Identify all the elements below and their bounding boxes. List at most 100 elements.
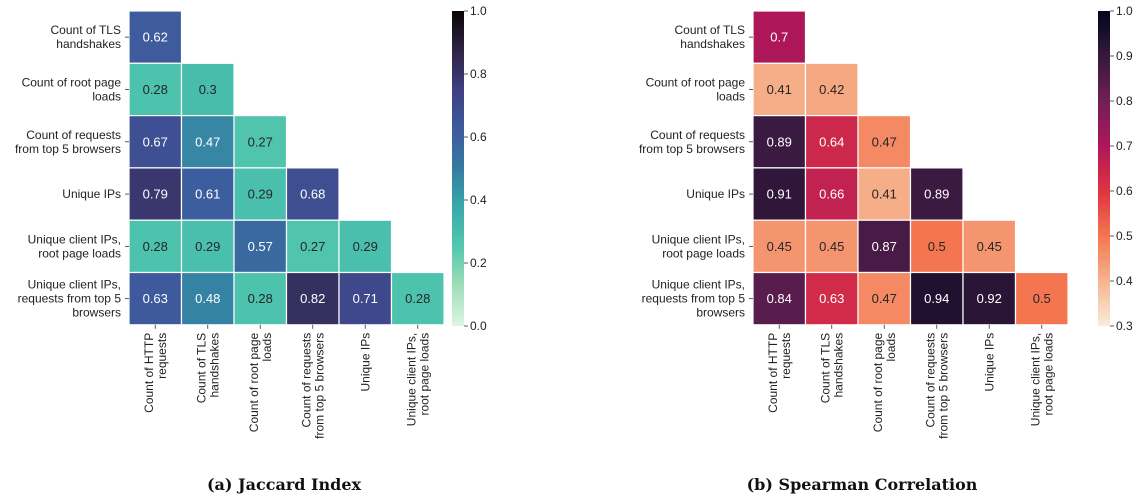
jaccard-col-label: Unique IPs [358,333,372,392]
spearman-cell-label: 0.5 [1033,291,1051,306]
spearman-cell-label: 0.7 [770,30,788,45]
spearman-colorbar-tick-label: 0.5 [1116,229,1133,243]
spearman-colorbar-tick-label: 0.9 [1116,49,1133,63]
jaccard-colorbar-tick-label: 0.2 [470,256,487,270]
spearman-row-label: Unique client IPs, requests from top 5 bro… [642,278,746,320]
spearman-heatmap-panel: 0.7 0.41 0.42 0.89 0.64 0.47 0.91 0.66 0.41 0.89 0… [639,4,1133,439]
jaccard-cell-r0-c0 [128,10,183,64]
jaccard-row-label: Unique client IPs, requests from top 5 bro… [18,278,122,320]
jaccard-cell-label: 0.68 [300,187,325,202]
spearman-colorbar [1098,11,1110,326]
spearman-col-label: Count of root pageloads [871,332,898,432]
jaccard-cell-label: 0.61 [195,187,220,202]
spearman-cell-label: 0.94 [924,291,949,306]
jaccard-cell-label: 0.29 [353,239,378,254]
jaccard-cell-label: 0.79 [143,187,168,202]
spearman-cell-label: 0.92 [977,291,1002,306]
jaccard-cell-r1-c0 [128,62,183,117]
spearman-caption: (b) Spearman Correlation [747,475,978,494]
jaccard-cell-label: 0.3 [199,82,217,97]
spearman-row-label: Count of TLS handshakes [675,23,746,51]
jaccard-row-label: Unique client IPs, root page loads [28,232,121,260]
jaccard-cell-label: 0.27 [300,239,325,254]
spearman-col-label: Count of requestsfrom top 5 browsers [923,333,950,439]
spearman-colorbar-tick-label: 1.0 [1116,4,1133,18]
spearman-cell-r5-c1 [804,271,859,326]
jaccard-cell-r3-c1 [180,167,235,221]
spearman-col-label: Count of HTTPrequests [766,333,793,413]
jaccard-cell-label: 0.48 [195,291,220,306]
spearman-cell-label: 0.64 [819,134,844,149]
spearman-cell-r5-c2 [857,271,912,326]
jaccard-colorbar-tick-label: 0.4 [470,193,487,207]
spearman-cell-r4-c0 [752,219,807,274]
spearman-cell-label: 0.42 [819,82,844,97]
jaccard-colorbar-tick-label: 0.6 [470,130,487,144]
spearman-row-label: Unique IPs [686,187,745,201]
jaccard-cell-label: 0.28 [143,82,168,97]
jaccard-caption: (a) Jaccard Index [207,475,362,494]
spearman-cell-label: 0.5 [928,239,946,254]
jaccard-row-label: Count of TLS handshakes [51,23,122,51]
jaccard-heatmap-panel: 0.62 0.28 0.3 0.67 0.47 0.27 0.79 0.61 0.29 0.68 0… [15,4,487,439]
spearman-cell-label: 0.66 [819,187,844,202]
spearman-cell-label: 0.41 [767,82,792,97]
jaccard-cell-label: 0.29 [248,187,273,202]
jaccard-col-label: Count of requestsfrom top 5 browsers [299,333,326,439]
jaccard-row-label: Count of requests from top 5 browsers [15,128,121,156]
jaccard-cell-r4-c3 [285,219,340,274]
spearman-cell-r4-c4 [962,219,1017,274]
jaccard-cell-label: 0.57 [248,239,273,254]
spearman-cell-label: 0.91 [767,187,792,202]
jaccard-cell-label: 0.63 [143,291,168,306]
jaccard-col-label: Unique client IPs,root page loads [404,333,431,426]
spearman-colorbar-tick-label: 0.4 [1116,274,1133,288]
spearman-cell-label: 0.45 [767,239,792,254]
jaccard-col-label: Count of HTTPrequests [142,333,169,413]
jaccard-cell-label: 0.28 [248,291,273,306]
jaccard-cell-label: 0.28 [405,291,430,306]
spearman-cell-r5-c3 [909,271,964,326]
spearman-cell-label: 0.47 [872,291,897,306]
jaccard-cell-r4-c1 [180,219,235,274]
jaccard-col-label: Count of TLShandshakes [194,333,221,404]
jaccard-cell-label: 0.67 [143,134,168,149]
spearman-cell-r2-c0 [752,114,807,169]
jaccard-cell-label: 0.71 [353,291,378,306]
spearman-col-label: Count of TLShandshakes [818,333,845,404]
spearman-cell-label: 0.87 [872,239,897,254]
jaccard-colorbar-tick-label: 1.0 [470,4,487,18]
jaccard-cell-label: 0.28 [143,239,168,254]
jaccard-cell-r5-c2 [233,271,288,326]
jaccard-cell-r5-c3 [285,271,340,326]
jaccard-colorbar-tick-label: 0.0 [470,319,487,333]
spearman-cell-label: 0.47 [872,134,897,149]
spearman-cell-label: 0.45 [819,239,844,254]
jaccard-colorbar-tick-label: 0.8 [470,67,487,81]
spearman-col-label: Unique client IPs,root page loads [1028,333,1055,426]
jaccard-colorbar [452,11,464,326]
spearman-colorbar-tick-label: 0.3 [1116,319,1133,333]
spearman-cell-label: 0.41 [872,187,897,202]
jaccard-row-label: Unique IPs [62,187,121,201]
spearman-row-label: Count of root page loads [646,75,746,103]
jaccard-cell-r2-c2 [233,114,288,169]
jaccard-cell-r5-c1 [180,271,235,326]
spearman-colorbar-tick-label: 0.8 [1116,94,1133,108]
spearman-cell-r1-c1 [804,62,859,117]
spearman-cell-r1-c0 [752,62,807,117]
spearman-col-label: Unique IPs [982,333,996,392]
spearman-cell-r5-c5 [1014,271,1069,326]
jaccard-cell-r5-c5 [390,271,445,326]
jaccard-cell-label: 0.27 [248,134,273,149]
spearman-cell-r2-c2 [857,114,912,169]
jaccard-cell-label: 0.47 [195,134,220,149]
spearman-colorbar-tick-label: 0.6 [1116,184,1133,198]
jaccard-cell-label: 0.29 [195,239,220,254]
jaccard-cell-label: 0.82 [300,291,325,306]
spearman-cell-r2-c1 [804,114,859,169]
spearman-cell-label: 0.84 [767,291,792,306]
jaccard-cell-label: 0.62 [143,30,168,45]
spearman-row-label: Count of requests from top 5 browsers [639,128,745,156]
